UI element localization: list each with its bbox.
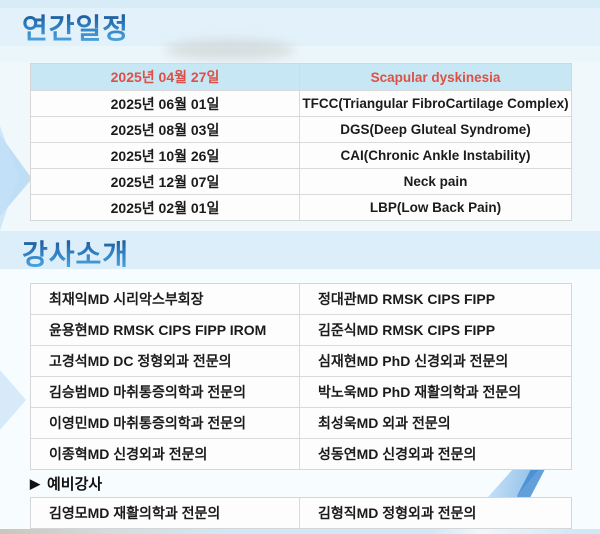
table-row: 2025년 06월 01일 TFCC(Triangular FibroCarti… xyxy=(31,90,571,116)
schedule-topic: CAI(Chronic Ankle Instability) xyxy=(340,148,531,163)
instructor-name: 김형직MD 정형외과 전문의 xyxy=(318,505,477,521)
bottom-edge-strip xyxy=(0,529,600,534)
instructor-name: 윤용현MD RMSK CIPS FIPP IROM xyxy=(31,315,300,345)
title-shadow-decoration xyxy=(165,40,295,60)
schedule-topic: Neck pain xyxy=(403,174,468,189)
schedule-date: 2025년 06월 01일 xyxy=(31,91,300,116)
instructors-title: 강사소개 xyxy=(22,233,129,273)
table-row: 김승범MD 마취통증의학과 전문의 박노욱MD PhD 재활의학과 전문의 xyxy=(31,376,571,407)
triangle-marker-icon: ▶ xyxy=(30,475,40,491)
reserve-instructors-table: 김영모MD 재활의학과 전문의 김형직MD 정형외과 전문의 xyxy=(30,497,572,529)
schedule-header-date: 2025년 04월 27일 xyxy=(31,64,300,90)
instructor-name: 정대관MD RMSK CIPS FIPP xyxy=(318,291,496,307)
annual-schedule-title: 연간일정 xyxy=(22,7,129,47)
table-row: 이종혁MD 신경외과 전문의 성동연MD 신경외과 전문의 xyxy=(31,438,571,469)
background-band-title1 xyxy=(0,8,600,46)
schedule-date: 2025년 10월 26일 xyxy=(31,143,300,168)
table-row: 2025년 08월 03일 DGS(Deep Gluteal Syndrome) xyxy=(31,116,571,142)
instructor-name: 김승범MD 마취통증의학과 전문의 xyxy=(31,377,300,407)
table-row: 김영모MD 재활의학과 전문의 김형직MD 정형외과 전문의 xyxy=(31,498,571,528)
schedule-topic: DGS(Deep Gluteal Syndrome) xyxy=(340,122,531,137)
instructor-name: 최성욱MD 외과 전문의 xyxy=(318,415,451,431)
schedule-date: 2025년 12월 07일 xyxy=(31,169,300,194)
schedule-header-row: 2025년 04월 27일 Scapular dyskinesia xyxy=(31,64,571,90)
instructor-name: 김준식MD RMSK CIPS FIPP xyxy=(318,322,496,338)
schedule-topic: LBP(Low Back Pain) xyxy=(369,200,502,215)
table-row: 최재익MD 시리악스부회장 정대관MD RMSK CIPS FIPP xyxy=(31,284,571,314)
instructor-name: 최재익MD 시리악스부회장 xyxy=(31,284,300,314)
schedule-date: 2025년 08월 03일 xyxy=(31,117,300,142)
schedule-header-topic: Scapular dyskinesia xyxy=(300,64,571,90)
instructor-name: 이영민MD 마취통증의학과 전문의 xyxy=(31,408,300,438)
instructor-name: 성동연MD 신경외과 전문의 xyxy=(318,446,477,462)
instructor-name: 이종혁MD 신경외과 전문의 xyxy=(31,439,300,469)
instructor-name: 김영모MD 재활의학과 전문의 xyxy=(31,498,300,528)
background-band-top xyxy=(0,0,600,8)
table-row: 윤용현MD RMSK CIPS FIPP IROM 김준식MD RMSK CIP… xyxy=(31,314,571,345)
table-row: 2025년 12월 07일 Neck pain xyxy=(31,168,571,194)
table-row: 2025년 02월 01일 LBP(Low Back Pain) xyxy=(31,194,571,220)
table-row: 고경석MD DC 정형외과 전문의 심재현MD PhD 신경외과 전문의 xyxy=(31,345,571,376)
reserve-instructors-heading: ▶ 예비강사 xyxy=(30,473,102,494)
annual-schedule-table: 2025년 04월 27일 Scapular dyskinesia 2025년 … xyxy=(30,63,572,221)
instructor-name: 심재현MD PhD 신경외과 전문의 xyxy=(318,353,509,369)
table-row: 이영민MD 마취통증의학과 전문의 최성욱MD 외과 전문의 xyxy=(31,407,571,438)
schedule-topic: TFCC(Triangular FibroCartilage Complex) xyxy=(302,96,569,111)
reserve-instructors-label: 예비강사 xyxy=(47,476,103,493)
schedule-date: 2025년 02월 01일 xyxy=(31,195,300,220)
instructor-name: 박노욱MD PhD 재활의학과 전문의 xyxy=(318,384,522,400)
instructors-table: 최재익MD 시리악스부회장 정대관MD RMSK CIPS FIPP 윤용현MD… xyxy=(30,283,572,470)
instructor-name: 고경석MD DC 정형외과 전문의 xyxy=(31,346,300,376)
background-band-title2 xyxy=(0,231,600,269)
background-band-under-title1 xyxy=(0,46,600,62)
table-row: 2025년 10월 26일 CAI(Chronic Ankle Instabil… xyxy=(31,142,571,168)
